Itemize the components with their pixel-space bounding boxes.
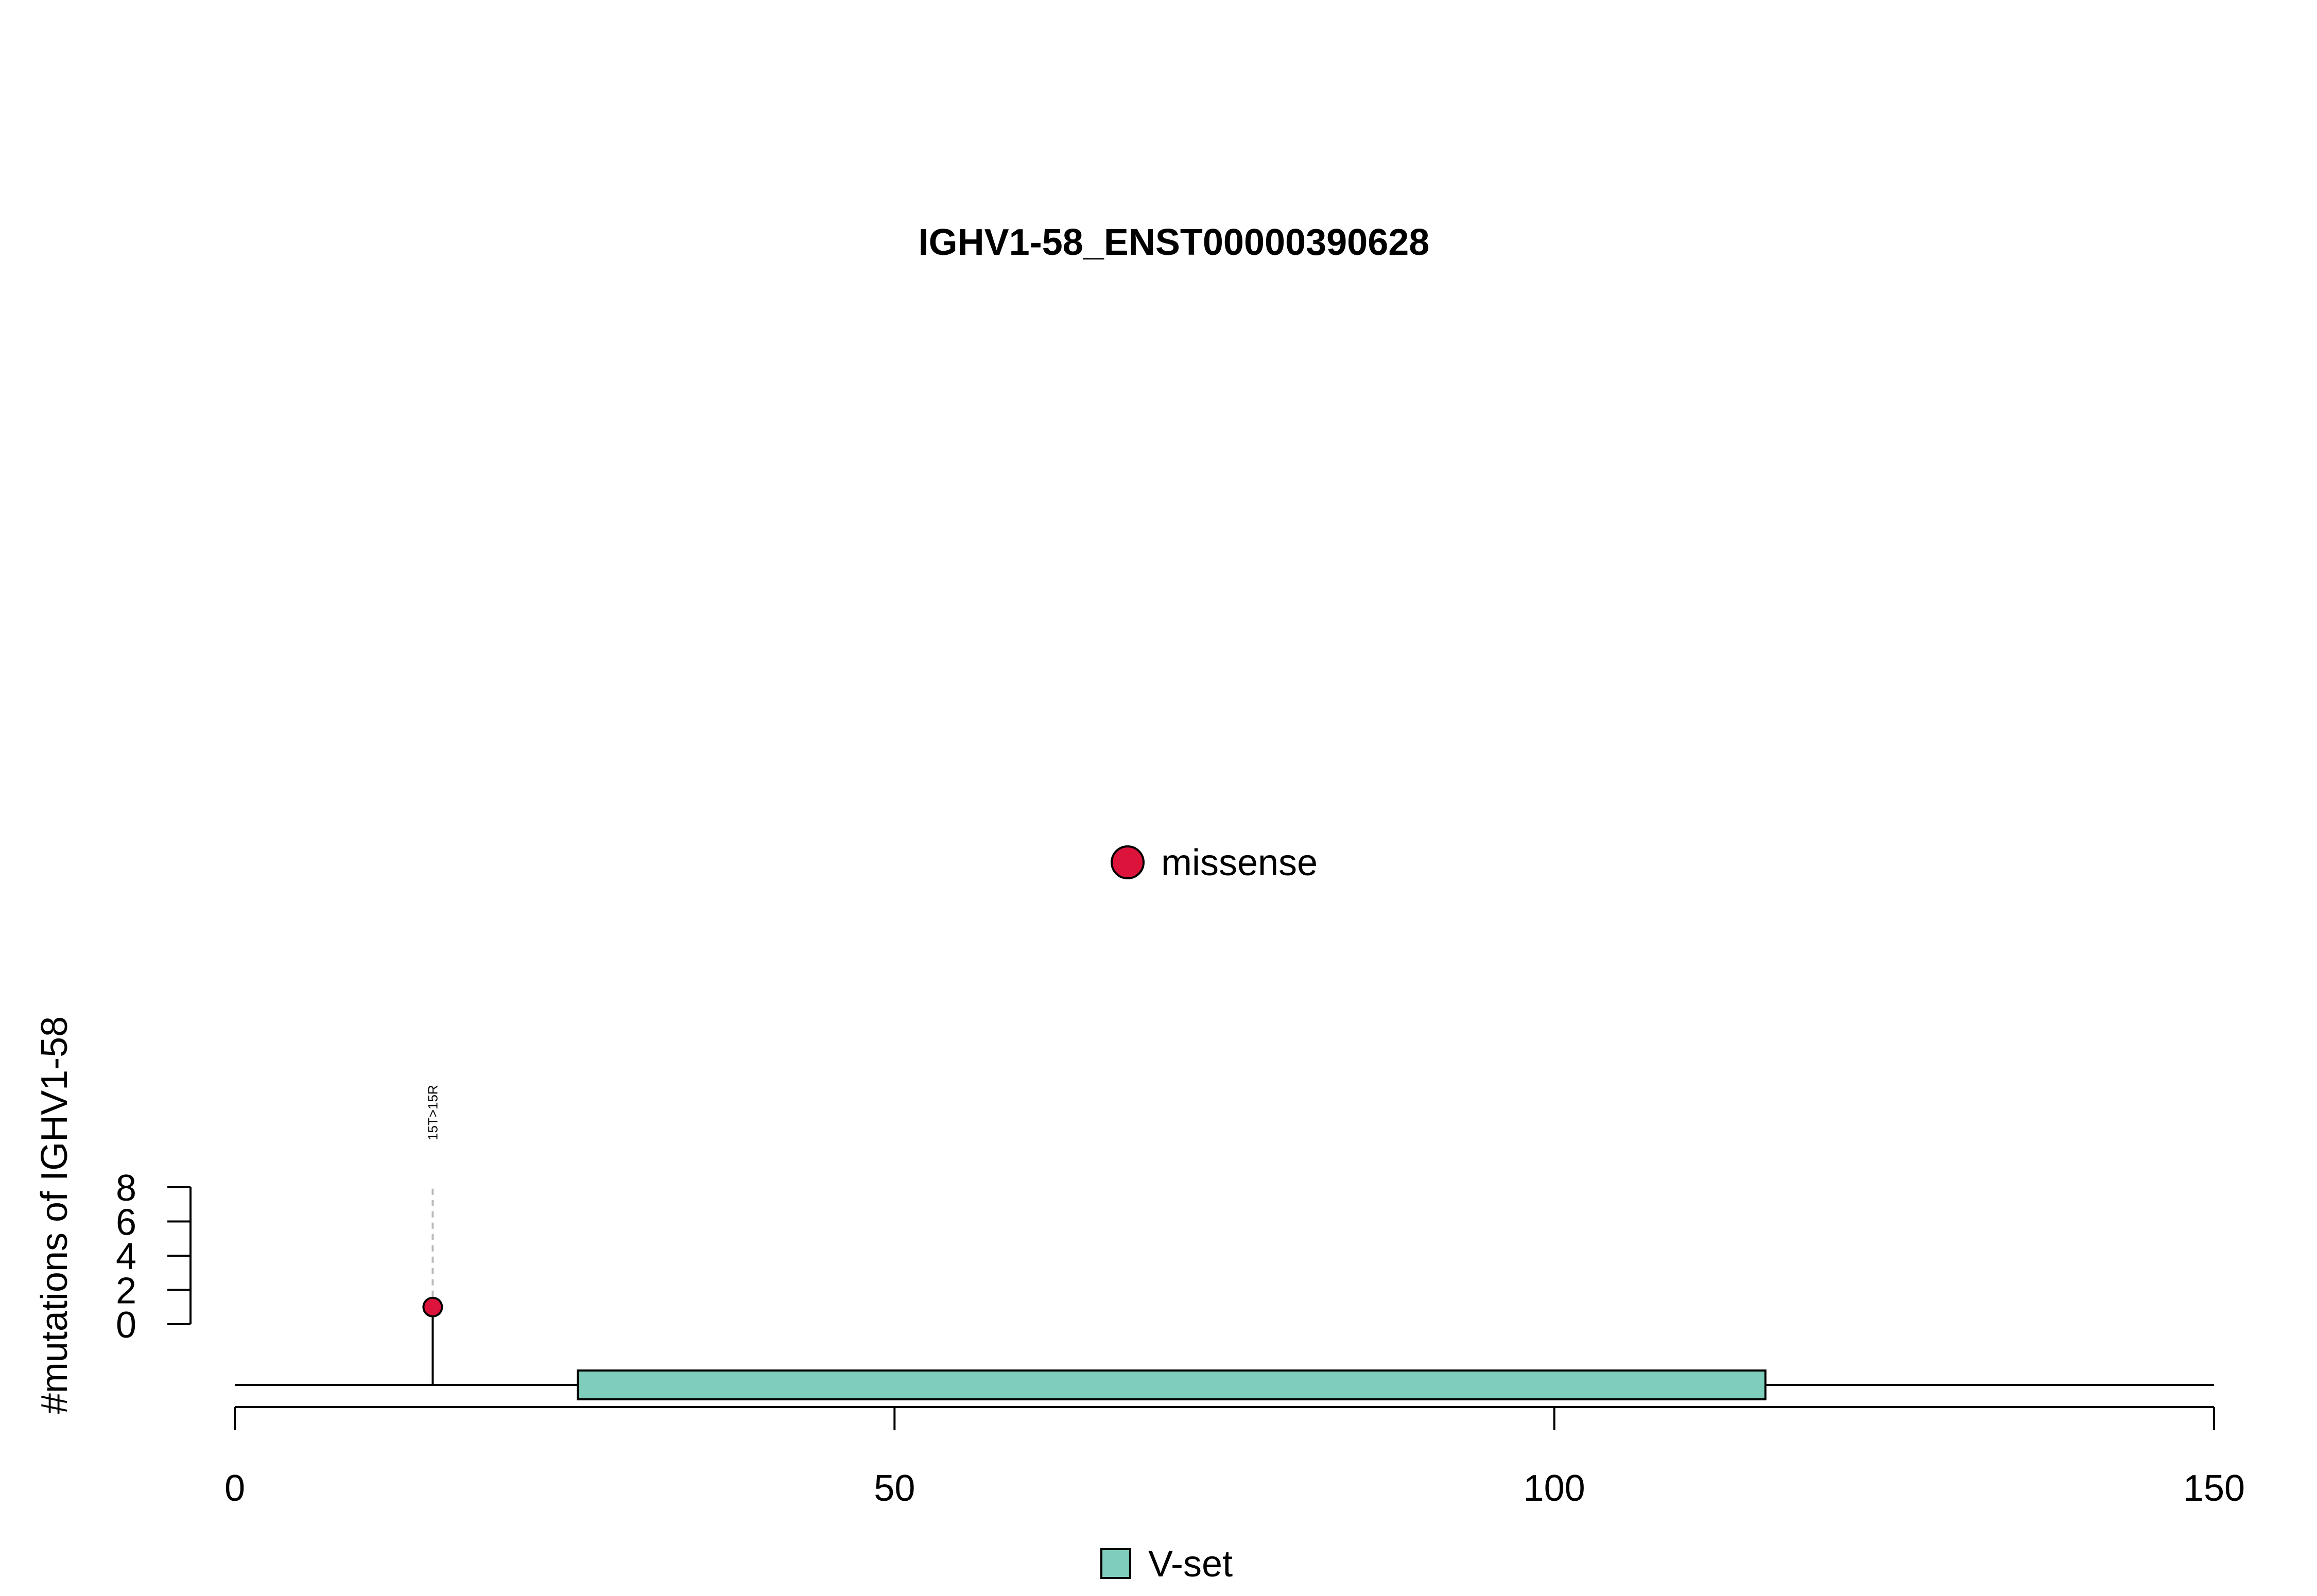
mutation-label: 15T>15R bbox=[425, 1085, 440, 1140]
legend-label-missense: missense bbox=[1161, 842, 1318, 883]
y-tick-label: 0 bbox=[116, 1305, 136, 1346]
y-axis-label: #mutations of IGHV1-58 bbox=[34, 1016, 75, 1414]
chart-title: IGHV1-58_ENST00000390628 bbox=[919, 222, 1430, 263]
y-tick-label: 8 bbox=[116, 1168, 136, 1209]
domain-layer bbox=[577, 1369, 1767, 1400]
x-tick-label: 0 bbox=[224, 1468, 245, 1509]
y-tick-label: 6 bbox=[116, 1202, 136, 1243]
y-tick-label: 4 bbox=[116, 1236, 136, 1277]
legend-swatch-v-set bbox=[1100, 1548, 1131, 1579]
mutation-point bbox=[422, 1296, 443, 1317]
legend-label-v-set: V-set bbox=[1148, 1543, 1233, 1585]
x-tick-label: 50 bbox=[874, 1468, 915, 1509]
x-tick-label: 100 bbox=[1524, 1468, 1585, 1509]
x-axis: 0 50 100 150 bbox=[224, 1406, 2245, 1509]
legend-marker-missense bbox=[1111, 845, 1145, 879]
y-tick-label: 2 bbox=[116, 1271, 136, 1312]
domain-legend: V-set bbox=[1100, 1543, 1233, 1585]
mutation-legend: missense bbox=[1111, 842, 1318, 883]
x-tick-label: 150 bbox=[2183, 1468, 2245, 1509]
domain-v-set bbox=[577, 1369, 1767, 1400]
mutation-layer: 15T>15R bbox=[422, 1085, 443, 1385]
